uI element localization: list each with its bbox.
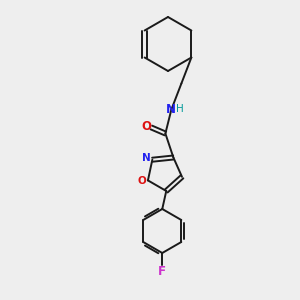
- Text: O: O: [141, 120, 152, 133]
- Text: N: N: [165, 103, 176, 116]
- Text: H: H: [176, 103, 183, 113]
- Text: N: N: [142, 153, 151, 163]
- Text: F: F: [158, 266, 166, 278]
- Text: O: O: [138, 176, 146, 186]
